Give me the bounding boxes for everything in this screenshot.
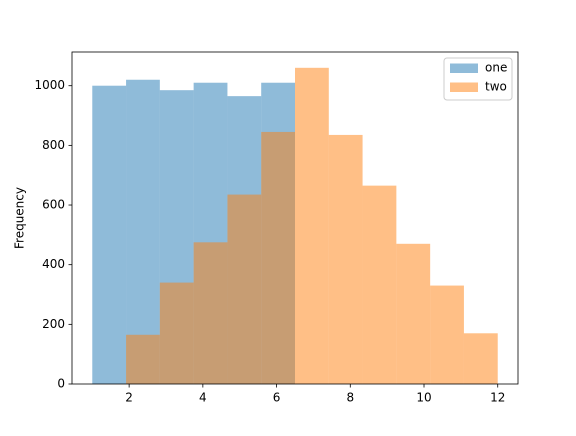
y-tick-label: 0	[57, 377, 65, 391]
legend-swatch	[450, 63, 478, 73]
x-tick-label: 8	[346, 391, 354, 405]
bar	[463, 333, 498, 384]
y-tick-label: 800	[42, 138, 65, 152]
bar	[193, 242, 228, 384]
x-tick-label: 2	[125, 391, 133, 405]
x-tick-label: 4	[199, 391, 207, 405]
bar	[295, 67, 329, 385]
legend-swatch	[450, 82, 478, 92]
y-axis-label: Frequency	[13, 187, 27, 249]
x-tick-label: 6	[273, 391, 281, 405]
y-tick-label: 1000	[34, 78, 65, 92]
y-tick-label: 200	[42, 317, 65, 331]
x-tick-label: 10	[416, 391, 431, 405]
y-tick-label: 400	[42, 257, 65, 271]
bar	[126, 79, 160, 384]
bar	[261, 131, 295, 384]
bar	[92, 85, 127, 385]
y-tick-label: 600	[42, 198, 65, 212]
bar	[126, 334, 160, 384]
bar	[430, 285, 464, 384]
legend-label: two	[485, 80, 507, 94]
bar	[159, 282, 194, 384]
bar	[362, 185, 397, 384]
bar	[227, 194, 262, 384]
plot-frame	[71, 51, 519, 385]
legend-label: one	[485, 61, 507, 75]
bar	[328, 134, 363, 384]
x-tick-label: 12	[490, 391, 505, 405]
bar	[396, 243, 431, 384]
